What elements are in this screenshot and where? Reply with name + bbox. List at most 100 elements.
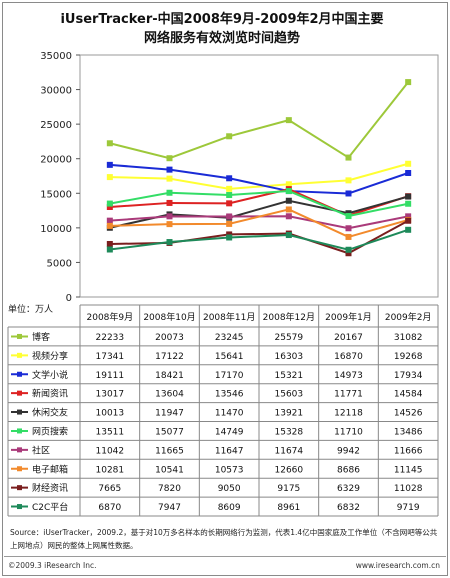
- data-value-label: 13511: [96, 427, 125, 437]
- data-value-label: 14526: [394, 409, 423, 419]
- data-value-label: 17341: [96, 352, 125, 362]
- series-line: [109, 228, 409, 251]
- data-value-label: 11145: [394, 465, 423, 475]
- data-value-label: 19111: [96, 371, 125, 381]
- data-value-label: 11674: [275, 446, 304, 456]
- data-value-label: 11470: [215, 409, 244, 419]
- data-point: [285, 232, 292, 239]
- data-value-label: 17170: [215, 371, 244, 381]
- data-value-label: 8609: [218, 503, 241, 513]
- legend-label: 新闻资讯: [32, 388, 68, 400]
- data-value-label: 6870: [98, 503, 121, 513]
- legend-label: 网页搜索: [32, 425, 68, 437]
- data-value-label: 15321: [275, 371, 304, 381]
- legend-label: 文学小说: [32, 369, 68, 381]
- series-line: [109, 208, 409, 239]
- legend-marker: [17, 466, 22, 472]
- data-point: [226, 175, 233, 182]
- legend-marker: [17, 333, 22, 339]
- data-value-label: 15328: [275, 427, 304, 437]
- y-tick-label: 30000: [40, 86, 72, 97]
- series-line: [109, 163, 409, 195]
- series-line: [109, 190, 409, 218]
- data-point: [226, 133, 233, 140]
- data-point: [345, 177, 352, 184]
- data-value-label: 11042: [96, 446, 125, 456]
- data-value-label: 7820: [158, 484, 181, 494]
- y-tick-label: 35000: [40, 51, 72, 62]
- legend-marker: [17, 504, 22, 510]
- data-value-label: 14749: [215, 427, 244, 437]
- y-tick-label: 5000: [47, 258, 72, 269]
- website-url: www.iresearch.com.cn: [355, 561, 440, 570]
- data-value-label: 10573: [215, 465, 244, 475]
- data-point: [106, 246, 113, 253]
- data-value-label: 9719: [397, 503, 420, 513]
- y-tick-label: 0: [66, 293, 72, 304]
- y-tick-label: 10000: [40, 224, 72, 235]
- legend-marker: [17, 371, 22, 377]
- data-value-label: 11666: [394, 446, 423, 456]
- data-value-label: 6329: [337, 484, 360, 494]
- data-value-label: 11647: [215, 446, 244, 456]
- data-value-label: 16303: [275, 352, 304, 362]
- data-value-label: 17934: [394, 371, 423, 381]
- data-value-label: 13486: [394, 427, 423, 437]
- data-value-label: 11710: [334, 427, 363, 437]
- legend-marker: [17, 409, 22, 415]
- data-point: [345, 246, 352, 253]
- data-point: [226, 213, 233, 220]
- data-value-label: 11028: [394, 484, 423, 494]
- data-point: [166, 155, 173, 162]
- data-point: [285, 197, 292, 204]
- plot-area: [79, 54, 439, 298]
- data-value-label: 6832: [337, 503, 360, 513]
- data-value-label: 10281: [96, 465, 125, 475]
- x-category-label: 2008年11月: [203, 311, 255, 323]
- legend-label: 电子邮箱: [32, 463, 68, 475]
- data-point: [166, 221, 173, 228]
- data-value-label: 10013: [96, 409, 125, 419]
- data-point: [345, 213, 352, 220]
- data-point: [345, 190, 352, 197]
- data-point: [166, 166, 173, 173]
- legend-marker: [17, 352, 22, 358]
- data-point: [106, 161, 113, 168]
- chart-title-line1: iUserTracker-中国2008年9月-2009年2月中国主要: [60, 12, 384, 27]
- data-point: [166, 175, 173, 182]
- data-point: [106, 222, 113, 229]
- legend-marker: [17, 447, 22, 453]
- legend-marker: [17, 390, 22, 396]
- series-line: [109, 188, 409, 217]
- data-point: [226, 200, 233, 207]
- data-value-label: 9050: [218, 484, 241, 494]
- footer-divider: [4, 556, 446, 557]
- legend-marker: [17, 428, 22, 434]
- data-point: [106, 200, 113, 207]
- data-value-label: 15641: [215, 352, 244, 362]
- data-value-label: 12118: [334, 409, 363, 419]
- y-tick-label: 15000: [40, 189, 72, 200]
- data-value-label: 13017: [96, 390, 125, 400]
- legend-label: C2C平台: [32, 501, 68, 513]
- data-point: [226, 234, 233, 241]
- data-value-label: 15603: [275, 390, 304, 400]
- y-tick-label: 20000: [40, 155, 72, 166]
- legend-label: 博客: [32, 331, 50, 343]
- x-category-label: 2008年9月: [87, 311, 134, 323]
- data-value-label: 19268: [394, 352, 423, 362]
- data-value-label: 9175: [277, 484, 300, 494]
- data-point: [166, 199, 173, 206]
- data-value-label: 8961: [277, 503, 300, 513]
- data-point: [226, 192, 233, 199]
- data-value-label: 8686: [337, 465, 360, 475]
- data-point: [405, 160, 412, 167]
- legend-label: 财经资讯: [32, 482, 68, 494]
- data-point: [106, 241, 113, 248]
- data-value-label: 13921: [275, 409, 304, 419]
- source-note: Source：iUserTracker，2009.2，基于对10万多名样本的长期…: [10, 528, 438, 550]
- data-value-label: 11771: [334, 390, 363, 400]
- data-point: [166, 213, 173, 220]
- data-value-label: 9942: [337, 446, 360, 456]
